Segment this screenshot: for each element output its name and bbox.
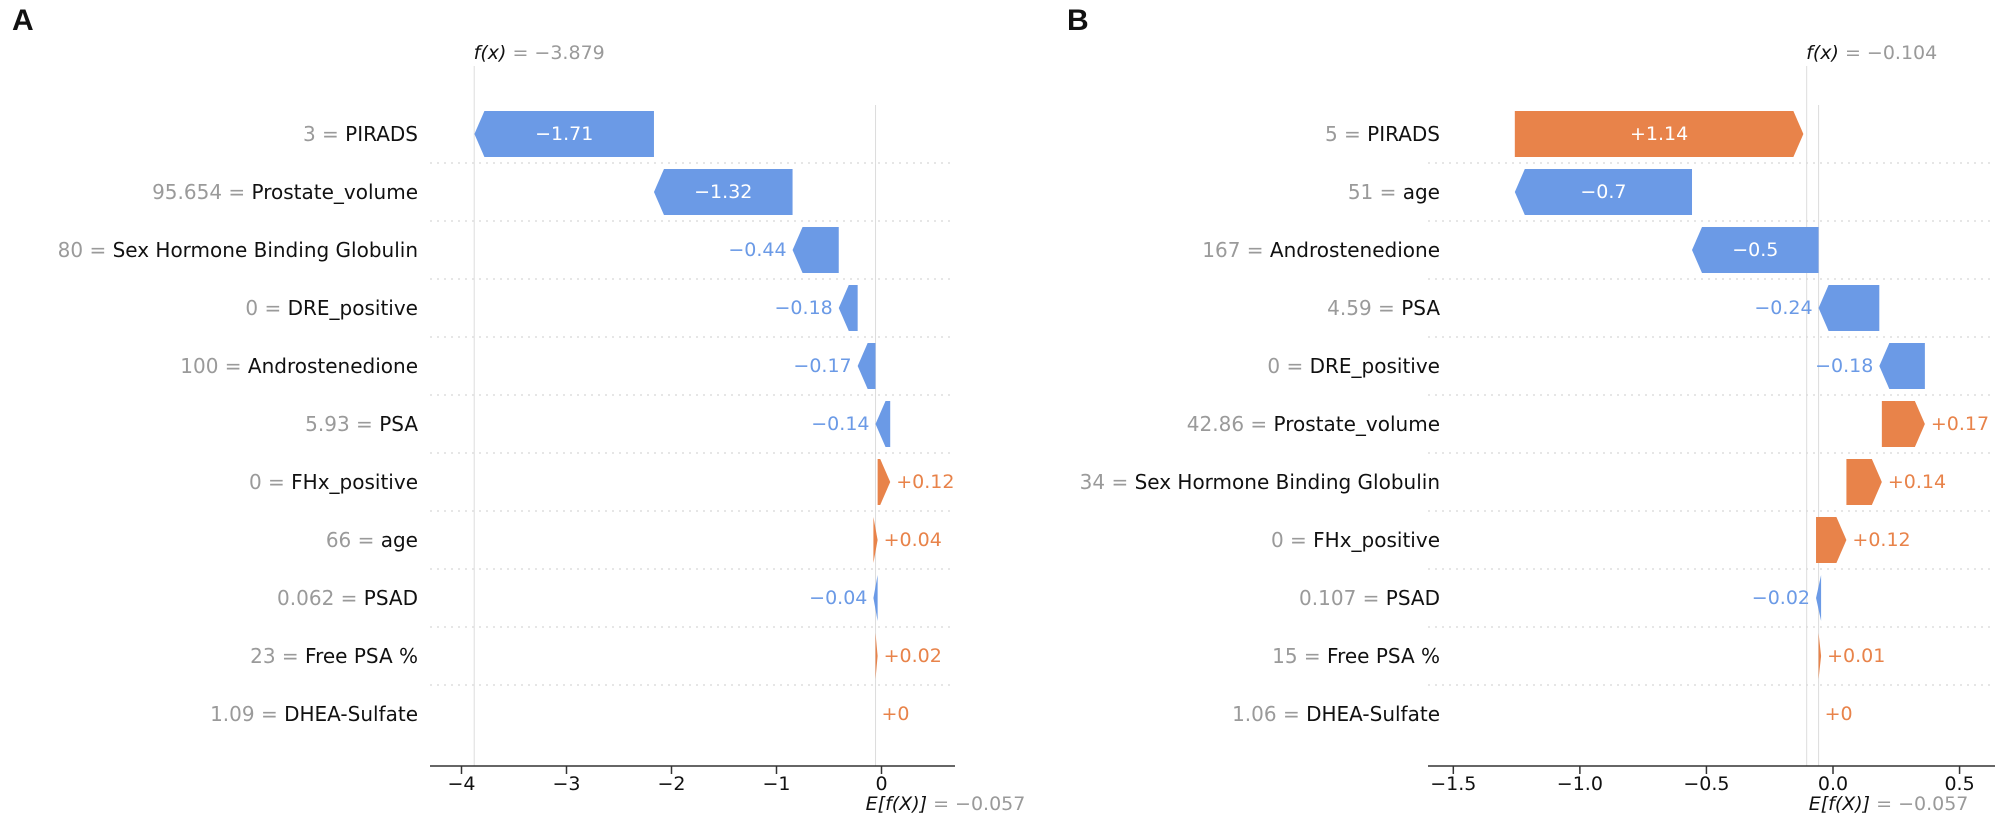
efx-label: E[f(X)] = −0.057	[1809, 793, 1969, 815]
waterfall-bar	[1846, 459, 1882, 505]
feature-label: 5 = PIRADS	[1325, 122, 1440, 146]
feature-label: 3 = PIRADS	[303, 122, 418, 146]
feature-label: 4.59 = PSA	[1327, 296, 1440, 320]
waterfall-bar	[474, 111, 654, 157]
feature-label: 167 = Androstenedione	[1202, 238, 1440, 262]
bar-value-label: −0.5	[1732, 239, 1778, 261]
feature-label: 95.654 = Prostate_volume	[152, 180, 418, 204]
x-tick-label: −0.5	[1683, 773, 1729, 795]
x-tick-label: 0.5	[1944, 773, 1974, 795]
feature-label: 0 = DRE_positive	[1267, 354, 1440, 378]
feature-label: 100 = Androstenedione	[180, 354, 418, 378]
feature-label: 0 = DRE_positive	[245, 296, 418, 320]
bar-value-label: +0.12	[1852, 529, 1910, 551]
x-tick-label: −2	[657, 773, 685, 795]
waterfall-bar	[1514, 111, 1804, 157]
panel-a-chart: −1.71 3 = PIRADS −1.32 95.654 = Prostate_vo…	[58, 42, 1026, 815]
waterfall-bar	[1514, 169, 1693, 215]
feature-label: 0.062 = PSAD	[277, 586, 418, 610]
panel-b-letter: B	[1067, 4, 1089, 37]
waterfall-bar	[875, 633, 878, 679]
panel-b-chart: +1.14 5 = PIRADS −0.7 51 = age −0.5 167 = And…	[1080, 42, 1995, 815]
waterfall-bar	[1879, 343, 1925, 389]
waterfall-bar	[875, 401, 891, 447]
bar-value-label: −0.14	[811, 413, 869, 435]
bar-value-label: +0.14	[1888, 471, 1946, 493]
feature-label: 1.06 = DHEA-Sulfate	[1232, 702, 1440, 726]
efx-label: E[f(X)] = −0.057	[866, 793, 1026, 815]
waterfall-bar	[873, 517, 878, 563]
bar-value-label: +0.04	[884, 529, 942, 551]
bar-value-label: −0.7	[1580, 181, 1626, 203]
bar-value-label: −1.71	[535, 123, 593, 145]
waterfall-bar	[877, 459, 891, 505]
fx-label: f(x) = −0.104	[1806, 42, 1937, 64]
feature-label: 51 = age	[1348, 180, 1440, 204]
waterfall-bar	[857, 343, 876, 389]
fx-label: f(x) = −3.879	[474, 42, 605, 64]
waterfall-bar	[873, 575, 878, 621]
x-tick-label: −1.0	[1557, 773, 1603, 795]
bar-value-label: +1.14	[1630, 123, 1688, 145]
bar-value-label: +0	[882, 703, 910, 725]
waterfall-bar	[1692, 227, 1819, 273]
waterfall-bar	[1816, 575, 1822, 621]
feature-label: 0.107 = PSAD	[1299, 586, 1440, 610]
bar-value-label: −0.24	[1754, 297, 1812, 319]
feature-label: 0 = FHx_positive	[249, 470, 418, 494]
feature-label: 0 = FHx_positive	[1271, 528, 1440, 552]
bar-value-label: −0.17	[793, 355, 851, 377]
bar-value-label: +0.17	[1931, 413, 1989, 435]
waterfall-bar	[1818, 633, 1822, 679]
x-tick-label: 0.0	[1818, 773, 1848, 795]
waterfall-bar	[1818, 285, 1880, 331]
x-tick-label: −4	[447, 773, 475, 795]
bar-value-label: −1.32	[694, 181, 752, 203]
feature-label: 23 = Free PSA %	[250, 644, 418, 668]
feature-label: 5.93 = PSA	[305, 412, 418, 436]
feature-label: 42.86 = Prostate_volume	[1187, 412, 1440, 436]
bar-value-label: +0.02	[884, 645, 942, 667]
feature-label: 34 = Sex Hormone Binding Globulin	[1080, 470, 1440, 494]
waterfall-bar	[792, 227, 839, 273]
waterfall-bar	[838, 285, 858, 331]
x-tick-label: −1.5	[1430, 773, 1476, 795]
bar-value-label: −0.44	[728, 239, 786, 261]
x-tick-label: −3	[552, 773, 580, 795]
feature-label: 80 = Sex Hormone Binding Globulin	[58, 238, 418, 262]
bar-value-label: +0	[1825, 703, 1853, 725]
bar-value-label: −0.18	[1815, 355, 1873, 377]
waterfall-bar	[1816, 517, 1847, 563]
feature-label: 66 = age	[326, 528, 418, 552]
bar-value-label: +0.01	[1827, 645, 1885, 667]
bar-value-label: −0.04	[809, 587, 867, 609]
waterfall-bar	[1881, 401, 1925, 447]
bar-value-label: +0.12	[896, 471, 954, 493]
x-tick-label: 0	[875, 773, 887, 795]
bar-value-label: −0.18	[775, 297, 833, 319]
panel-a-letter: A	[12, 4, 34, 37]
bar-value-label: −0.02	[1752, 587, 1810, 609]
x-tick-label: −1	[762, 773, 790, 795]
waterfall-bar	[653, 169, 793, 215]
feature-label: 1.09 = DHEA-Sulfate	[210, 702, 418, 726]
feature-label: 15 = Free PSA %	[1272, 644, 1440, 668]
